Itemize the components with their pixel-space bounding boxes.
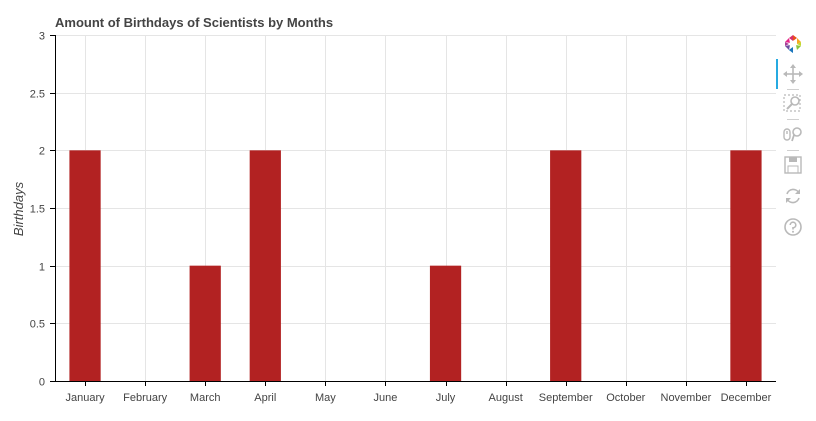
x-tick-label: September bbox=[539, 392, 593, 404]
y-tick-labels: 0 0.5 1 1.5 2 2.5 3 bbox=[30, 31, 45, 389]
bar-december bbox=[730, 150, 762, 381]
x-tick-labels: January February March April May June July Augu… bbox=[65, 392, 771, 404]
reset-tool-icon[interactable] bbox=[782, 185, 804, 207]
bar-january bbox=[69, 150, 101, 381]
bar-april bbox=[249, 150, 281, 381]
x-tick-label: March bbox=[190, 392, 221, 404]
x-tick-label: July bbox=[436, 392, 456, 404]
y-tick-label: 3 bbox=[39, 31, 45, 43]
toolbar-divider bbox=[787, 89, 799, 90]
box-zoom-tool-icon[interactable] bbox=[782, 93, 804, 115]
x-tick-label: April bbox=[254, 392, 276, 404]
y-tick-label: 2 bbox=[39, 146, 45, 158]
save-tool-icon[interactable] bbox=[782, 154, 804, 176]
axes bbox=[50, 35, 776, 386]
x-tick-label: November bbox=[661, 392, 712, 404]
chart-toolbar bbox=[776, 30, 810, 250]
y-tick-label: 1.5 bbox=[30, 204, 45, 216]
wheel-zoom-tool-icon[interactable] bbox=[782, 124, 804, 146]
y-tick-label: 1 bbox=[39, 262, 45, 274]
y-tick-label: 2.5 bbox=[30, 89, 45, 101]
bar-july bbox=[429, 265, 462, 381]
bars bbox=[69, 150, 762, 381]
x-tick-label: May bbox=[315, 392, 336, 404]
pan-tool-icon[interactable] bbox=[782, 63, 804, 85]
x-tick-label: February bbox=[123, 392, 168, 404]
grid-lines bbox=[55, 35, 776, 382]
x-tick-label: June bbox=[374, 392, 398, 404]
toolbar-divider bbox=[787, 150, 799, 151]
help-tool-icon[interactable] bbox=[782, 216, 804, 238]
x-tick-label: August bbox=[489, 392, 523, 404]
active-tool-indicator bbox=[776, 59, 778, 89]
x-tick-label: January bbox=[65, 392, 105, 404]
toolbar-divider bbox=[787, 119, 799, 120]
y-tick-label: 0 bbox=[39, 377, 45, 389]
y-tick-label: 0.5 bbox=[30, 319, 45, 331]
bar-september bbox=[550, 150, 582, 381]
chart-title: Amount of Birthdays of Scientists by Mon… bbox=[55, 15, 333, 30]
x-tick-label: December bbox=[721, 392, 772, 404]
bokeh-logo-icon[interactable] bbox=[782, 33, 804, 55]
y-axis-label: Birthdays bbox=[11, 181, 26, 236]
bar-march bbox=[189, 265, 221, 381]
x-tick-label: October bbox=[606, 392, 645, 404]
